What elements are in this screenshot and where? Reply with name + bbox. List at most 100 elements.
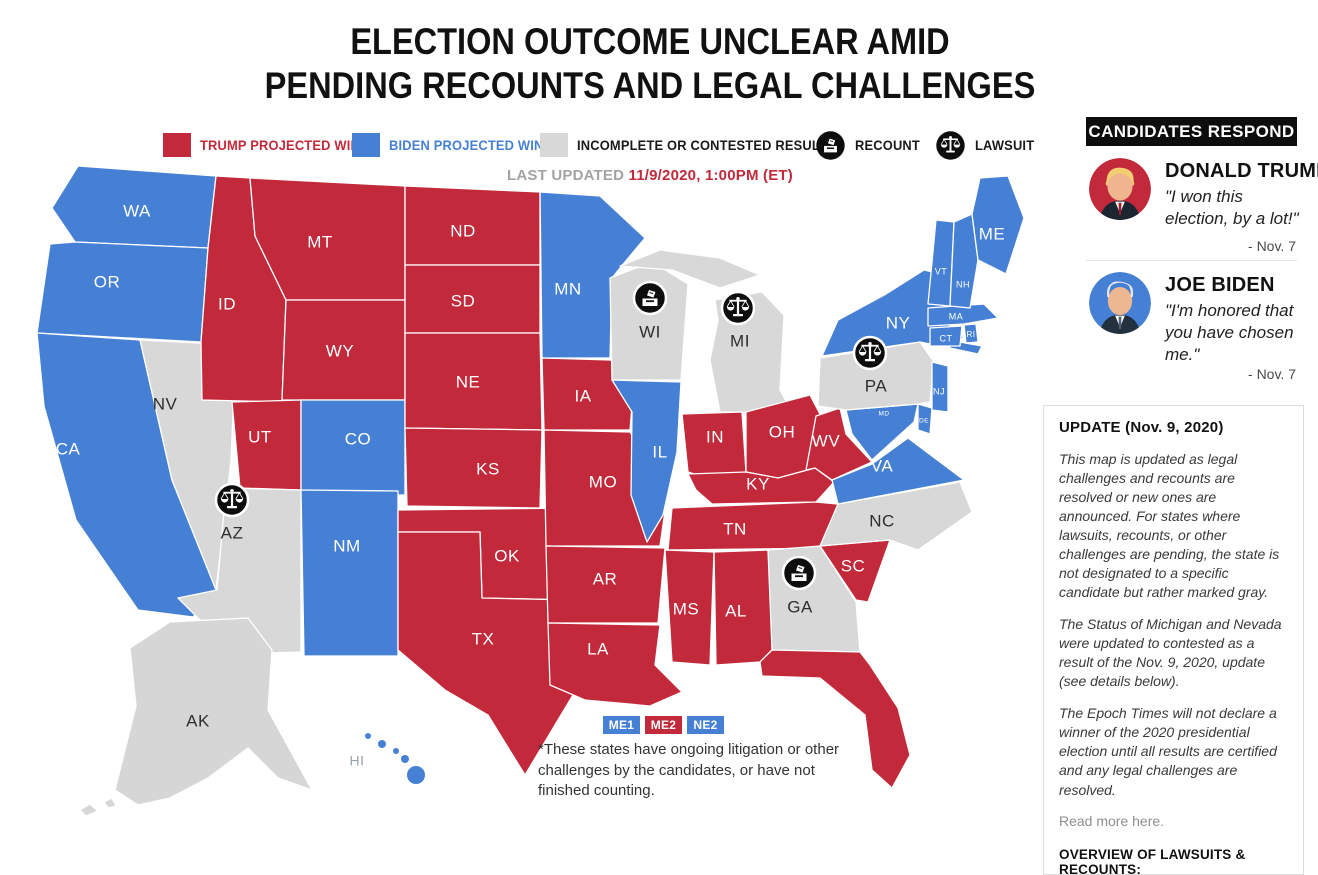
state-WI — [609, 261, 689, 381]
state-label-CO: CO — [345, 429, 372, 448]
state-label-GA: GA — [787, 597, 813, 616]
state-label-MA: MA — [949, 311, 964, 321]
state-label-ME: ME — [979, 224, 1006, 243]
state-label-WA: WA — [123, 201, 151, 220]
us-election-map: WA OR CA NV ID MT WY UT CO AZ NM ND SD NE KS OK TX MN IA MO… — [36, 165, 1025, 817]
state-label-FL: FL — [846, 705, 867, 724]
state-AK — [79, 617, 313, 817]
update-paragraph-3: The Epoch Times will not declare a winne… — [1059, 705, 1277, 798]
state-NH — [949, 213, 979, 309]
states-layer — [36, 165, 1025, 817]
legend-contested-label: INCOMPLETE OR CONTESTED RESULTS* — [577, 137, 841, 153]
biden-color-swatch — [352, 133, 380, 157]
state-VA — [831, 437, 965, 505]
state-PA — [817, 341, 935, 411]
state-IL — [611, 379, 682, 543]
biden-avatar — [1089, 272, 1151, 334]
update-panel: UPDATE (Nov. 9, 2020) This map is update… — [1043, 405, 1304, 875]
lawsuit-icon — [936, 130, 965, 160]
read-more-link[interactable]: Read more here. — [1059, 812, 1165, 829]
state-label-ND: ND — [450, 221, 476, 240]
state-label-OK: OK — [494, 546, 520, 565]
state-ME — [971, 175, 1025, 275]
recount-icon — [816, 130, 845, 160]
state-label-IL: IL — [652, 442, 667, 461]
last-updated-value: 11/9/2020, 1:00PM (ET) — [628, 167, 793, 184]
state-label-TN: TN — [723, 519, 747, 538]
state-DE — [917, 403, 933, 435]
state-label-MN: MN — [554, 279, 581, 298]
state-label-MI: MI — [730, 331, 750, 350]
state-label-AZ: AZ — [221, 523, 244, 542]
trump-name: DONALD TRUMP — [1165, 160, 1318, 182]
legend-trump-label: TRUMP PROJECTED WIN — [200, 137, 360, 153]
recount-icon-GA — [781, 555, 817, 591]
page-title-line2: PENDING RECOUNTS AND LEGAL CHALLENGES — [264, 64, 1036, 106]
sidebar-divider — [1086, 260, 1297, 261]
state-label-WI: WI — [639, 322, 661, 341]
legend-trump: TRUMP PROJECTED WIN — [163, 131, 374, 159]
last-updated: LAST UPDATED 11/9/2020, 1:00PM (ET) — [0, 167, 1300, 184]
legend-recount: RECOUNT — [815, 130, 926, 160]
trump-avatar — [1089, 158, 1151, 220]
state-label-KY: KY — [746, 474, 770, 493]
state-label-UT: UT — [248, 427, 272, 446]
legend-recount-label: RECOUNT — [855, 137, 920, 153]
state-label-NC: NC — [869, 511, 895, 530]
state-label-DE: DE — [919, 418, 929, 425]
recount-icon-WI — [632, 280, 668, 316]
district-badges: ME1 ME2 NE2 — [603, 716, 724, 734]
state-label-ID: ID — [218, 294, 236, 313]
badge-me1: ME1 — [603, 716, 640, 734]
state-label-RI: RI — [967, 330, 976, 339]
state-NM — [300, 489, 399, 657]
state-label-WY: WY — [326, 341, 354, 360]
state-label-AK: AK — [186, 711, 210, 730]
state-LA — [547, 622, 683, 707]
last-updated-label: LAST UPDATED — [507, 167, 625, 184]
state-labels-layer: WA OR CA NV ID MT WY UT CO AZ NM ND SD NE KS OK TX MN IA MO… — [56, 201, 1006, 769]
state-label-OR: OR — [94, 272, 121, 291]
state-label-NV: NV — [153, 394, 178, 413]
state-label-WV: WV — [812, 431, 841, 450]
state-label-VA: VA — [871, 456, 894, 475]
state-icons-layer — [214, 280, 888, 591]
state-label-MO: MO — [589, 472, 617, 491]
candidates-respond-header: CANDIDATES RESPOND — [1086, 117, 1297, 146]
state-label-TX: TX — [472, 629, 495, 648]
state-IN — [681, 411, 747, 483]
state-label-NJ: NJ — [933, 386, 945, 396]
state-MS — [664, 549, 715, 666]
state-label-MD: MD — [878, 411, 889, 418]
state-label-AR: AR — [593, 569, 618, 588]
legend-biden-label: BIDEN PROJECTED WIN — [389, 137, 544, 153]
state-label-LA: LA — [587, 639, 609, 658]
state-AR — [545, 545, 666, 624]
lawsuit-icon-MI — [720, 290, 756, 326]
lawsuit-icon-AZ — [214, 482, 250, 518]
legend-contested: INCOMPLETE OR CONTESTED RESULTS* — [540, 131, 864, 159]
state-label-HI: HI — [350, 753, 365, 769]
biden-quote-date: - Nov. 7 — [1248, 366, 1296, 382]
state-label-SD: SD — [451, 291, 476, 310]
update-paragraph-2: The Status of Michigan and Nevada were u… — [1059, 616, 1282, 690]
state-label-NY: NY — [886, 313, 911, 332]
state-label-CT: CT — [940, 333, 953, 343]
state-label-NE: NE — [456, 372, 481, 391]
badge-ne2: NE2 — [687, 716, 724, 734]
state-label-MT: MT — [307, 232, 333, 251]
state-HI — [365, 733, 425, 784]
state-CO — [300, 399, 406, 496]
state-label-PA: PA — [865, 376, 888, 395]
state-TX — [397, 531, 577, 776]
legend-lawsuit-label: LAWSUIT — [975, 137, 1035, 153]
state-MA — [927, 303, 999, 327]
state-label-NH: NH — [956, 279, 970, 289]
state-KS — [404, 427, 543, 509]
trump-quote-date: - Nov. 7 — [1248, 238, 1296, 254]
state-label-IN: IN — [706, 427, 724, 446]
overview-title: OVERVIEW OF LAWSUITS & RECOUNTS: — [1059, 846, 1246, 875]
state-RI — [963, 323, 979, 344]
page: { "title": { "line1": "ELECTION OUTCOME … — [0, 21, 1318, 875]
state-label-KS: KS — [476, 459, 500, 478]
